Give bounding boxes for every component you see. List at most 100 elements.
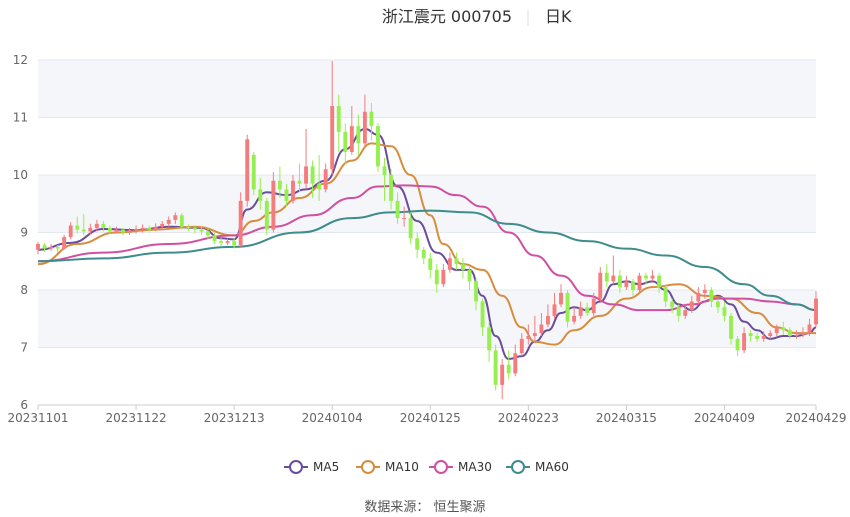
candle [604,264,609,288]
candle [153,223,158,232]
candle [650,269,655,282]
candle [768,330,773,339]
candle [774,324,779,336]
candle-body [291,180,295,201]
candle-body [676,307,681,316]
candle-body [532,333,537,336]
candle [369,103,374,141]
y-tick-label: 12 [13,53,28,67]
x-tick-label: 20231213 [204,411,265,425]
candle-body [781,327,786,331]
candle-body [604,272,609,282]
candle [160,221,165,230]
y-tick-label: 7 [20,341,28,355]
candle-body [251,154,256,190]
legend-marker [511,460,525,474]
candle-body [559,292,563,305]
candle [532,315,537,342]
candle [722,301,727,322]
candle-body [212,235,217,242]
candle [670,298,675,313]
plot-band [38,175,816,233]
candle-body [552,304,557,316]
candle-body [36,244,40,250]
candle-body [349,126,354,152]
candle-body [238,200,243,246]
candle [506,350,511,380]
candle-body [49,246,54,249]
candle-body [447,258,452,270]
candle-body [696,292,701,302]
candle-body [454,258,459,265]
candle-body [474,281,478,302]
candle-body [434,269,439,285]
candle-body [807,324,812,334]
candle [500,359,505,400]
candle [258,177,263,210]
candle [382,157,387,201]
candle [147,225,152,233]
candle [166,216,171,227]
candle [539,313,544,336]
candle [781,321,786,335]
candle-body [428,258,433,270]
candle [88,223,93,235]
legend-label: MA5 [313,460,339,474]
candle [376,123,380,173]
candle [343,123,348,164]
candle-body [310,166,315,184]
candle-body [121,229,125,233]
candle [598,267,603,302]
candle-body [186,226,191,228]
y-tick-label: 8 [20,283,28,297]
plot-band [38,290,816,348]
candle [748,330,753,342]
candle [630,278,635,296]
candle-body [62,237,67,249]
candle-body [729,315,733,339]
candle [284,183,289,207]
candle [696,287,701,305]
candle-body [107,227,112,232]
legend-label: MA60 [535,460,569,474]
plot-area [38,59,816,406]
candle-body [689,301,694,311]
candle [264,198,269,236]
candle-body [160,223,165,227]
candle-body [461,264,465,270]
candle-body [617,275,622,288]
candle [251,152,256,196]
candle [206,227,210,240]
candle-body [519,338,524,354]
candle-body [42,245,47,249]
ma-line-ma60 [37,209,817,312]
candle-body [271,180,276,230]
candle [467,267,472,290]
candle-body [402,218,407,220]
candle-body [323,169,328,190]
candle-body [722,307,727,316]
candle-body [546,315,550,325]
legend-marker [434,460,448,474]
candle-body [467,269,472,282]
candle [238,192,243,247]
candle-body [709,290,714,302]
x-tick-label: 20231122 [106,411,167,425]
candle-body [500,364,505,385]
candle-body [192,227,197,230]
candle [559,284,563,308]
candle-body [800,333,805,335]
candle-body [81,229,86,232]
candle-body [153,226,158,230]
candle-body [317,183,322,190]
candle [415,232,420,259]
candle [474,278,478,311]
candle-body [199,229,204,232]
candle-body [591,298,596,313]
candle [323,163,328,193]
candle [336,94,341,152]
candle-body [179,215,184,227]
candle [362,94,367,147]
candle [428,252,433,279]
candlesticks [36,61,818,400]
